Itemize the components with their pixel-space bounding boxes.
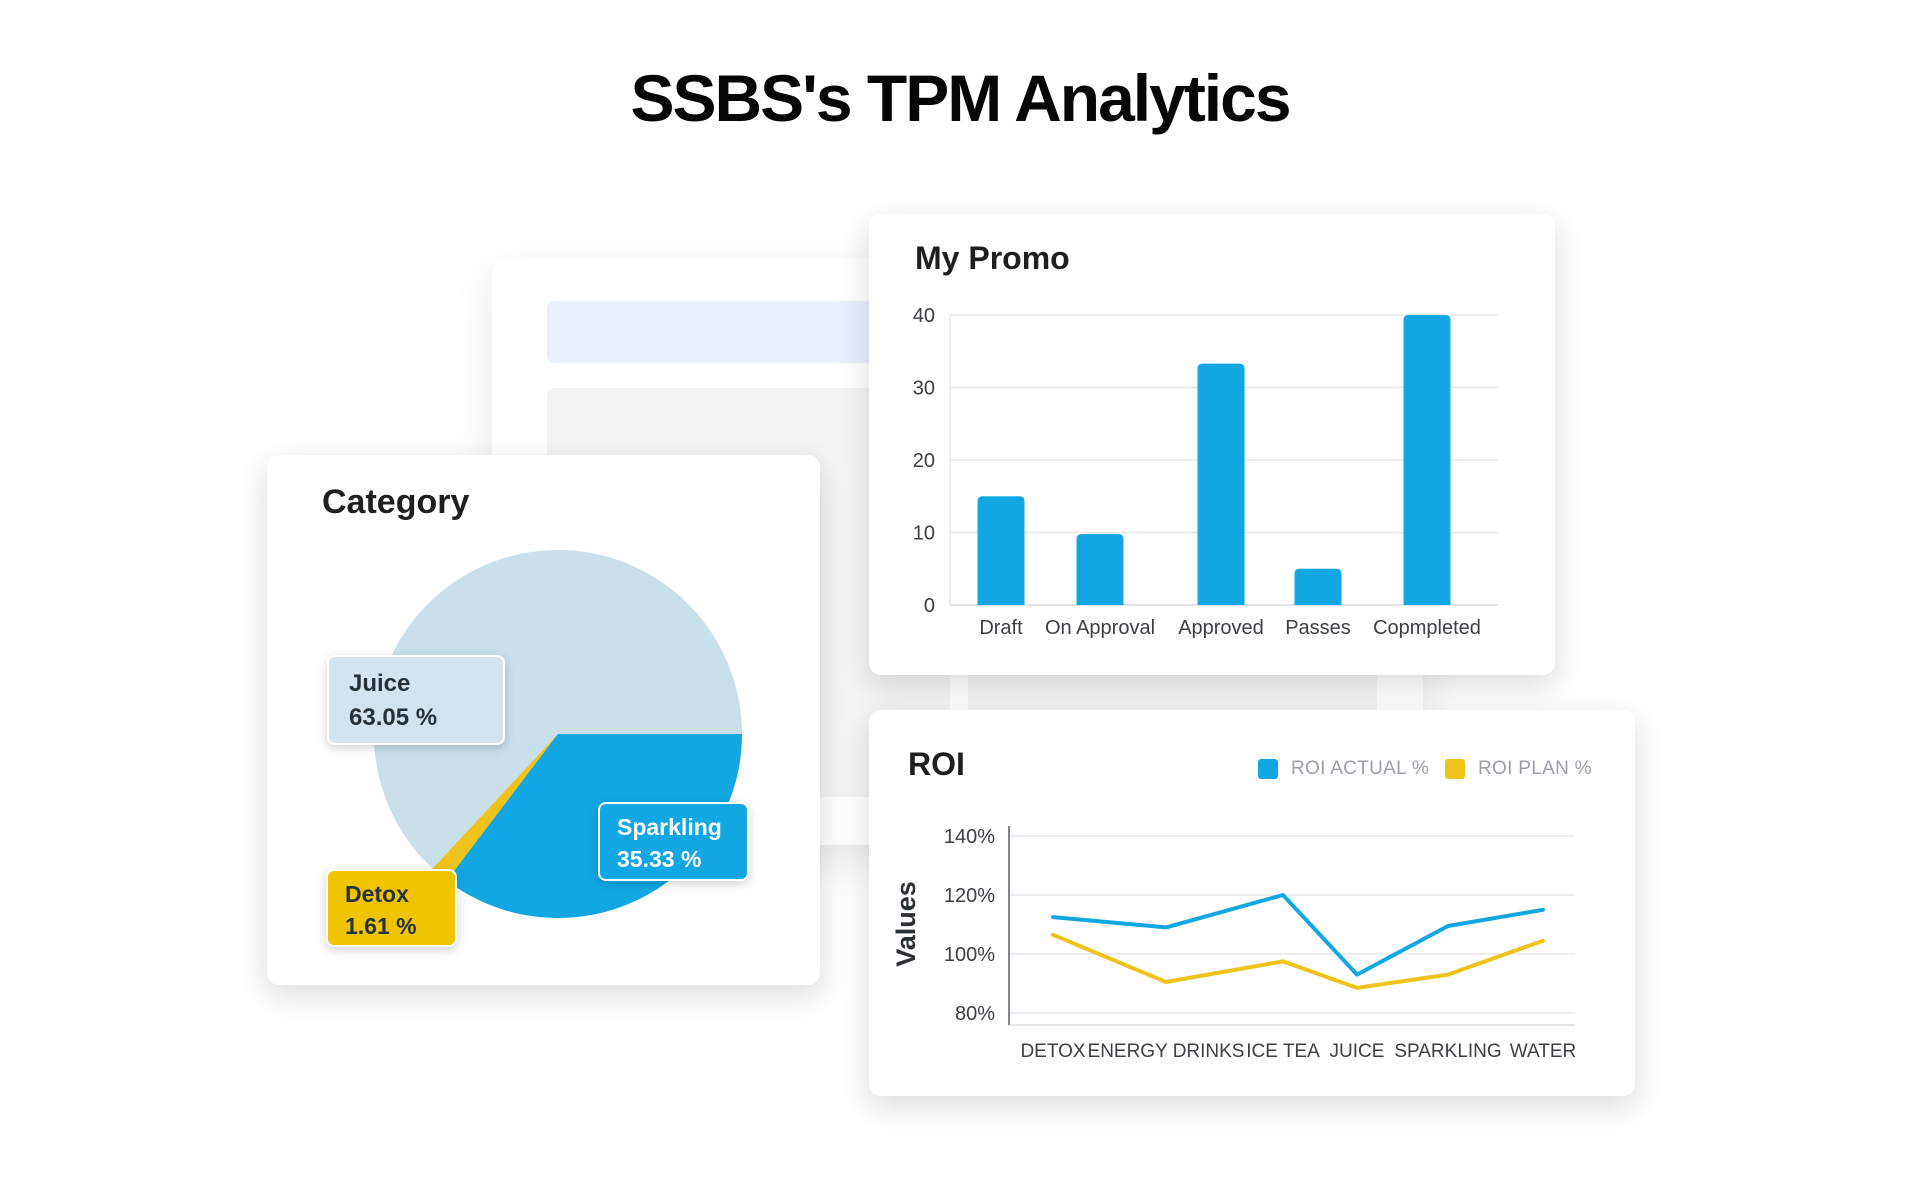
legend-swatch-roi-actual xyxy=(1258,759,1278,779)
svg-text:WATER: WATER xyxy=(1510,1041,1577,1062)
svg-text:ENERGY DRINKS: ENERGY DRINKS xyxy=(1088,1041,1245,1062)
svg-text:100%: 100% xyxy=(944,944,995,966)
svg-text:40: 40 xyxy=(913,305,935,327)
svg-text:SPARKLING: SPARKLING xyxy=(1394,1041,1501,1062)
legend-label-roi-actual: ROI ACTUAL % xyxy=(1291,758,1430,779)
svg-text:Values: Values xyxy=(891,881,921,967)
svg-text:0: 0 xyxy=(924,595,935,617)
roi-title: ROI xyxy=(908,746,965,782)
svg-text:140%: 140% xyxy=(944,826,995,848)
pie-label-juice: Juice 63.05 % xyxy=(327,655,505,745)
legend-swatch-roi-plan xyxy=(1445,759,1465,779)
pie-label-detox-value: 1.61 % xyxy=(345,912,417,939)
my-promo-card: My Promo 0 10 20 30 40 Draft On Approval Approv… xyxy=(869,214,1555,675)
legend-label-roi-plan: ROI PLAN % xyxy=(1478,758,1592,779)
pie-label-detox: Detox 1.61 % xyxy=(326,869,457,947)
svg-text:Passes: Passes xyxy=(1285,617,1351,639)
svg-text:120%: 120% xyxy=(944,885,995,907)
my-promo-bar-chart[interactable]: 0 10 20 30 40 Draft On Approval Approved Passes C… xyxy=(869,214,1555,675)
svg-text:ICE TEA: ICE TEA xyxy=(1246,1041,1320,1062)
legend-item-roi-actual[interactable]: ROI ACTUAL % xyxy=(1258,758,1429,780)
svg-text:Draft: Draft xyxy=(979,617,1023,639)
svg-text:Copmpleted: Copmpleted xyxy=(1373,617,1481,639)
pie-label-sparkling: Sparkling 35.33 % xyxy=(598,802,749,881)
pie-label-juice-name: Juice xyxy=(349,670,411,697)
pie-label-juice-value: 63.05 % xyxy=(349,704,438,732)
category-title: Category xyxy=(322,483,470,521)
svg-text:On Approval: On Approval xyxy=(1045,617,1155,639)
roi-card: ROI ROI ACTUAL % ROI PLAN % 140% 120% 100%… xyxy=(869,710,1635,1096)
legend-item-roi-plan[interactable]: ROI PLAN % xyxy=(1445,758,1592,780)
pie-label-detox-name: Detox xyxy=(345,881,409,907)
pie-label-sparkling-value: 35.33 % xyxy=(617,845,702,872)
category-card: Category Juice 63.05 % Sparkling 35.33 %… xyxy=(267,455,820,985)
page-title: SSBS's TPM Analytics xyxy=(630,61,1291,135)
my-promo-title: My Promo xyxy=(915,240,1070,276)
svg-text:JUICE: JUICE xyxy=(1330,1041,1385,1062)
svg-text:30: 30 xyxy=(913,378,935,400)
svg-text:Approved: Approved xyxy=(1178,617,1264,639)
svg-text:10: 10 xyxy=(913,523,935,545)
pie-label-sparkling-name: Sparkling xyxy=(617,814,722,840)
svg-text:80%: 80% xyxy=(955,1003,995,1025)
svg-text:DETOX: DETOX xyxy=(1020,1041,1085,1062)
svg-text:20: 20 xyxy=(913,450,935,472)
roi-line-chart[interactable]: 140% 120% 100% 80% DETOX ENERGY DRINKS ICE TEA… xyxy=(869,710,1635,1096)
